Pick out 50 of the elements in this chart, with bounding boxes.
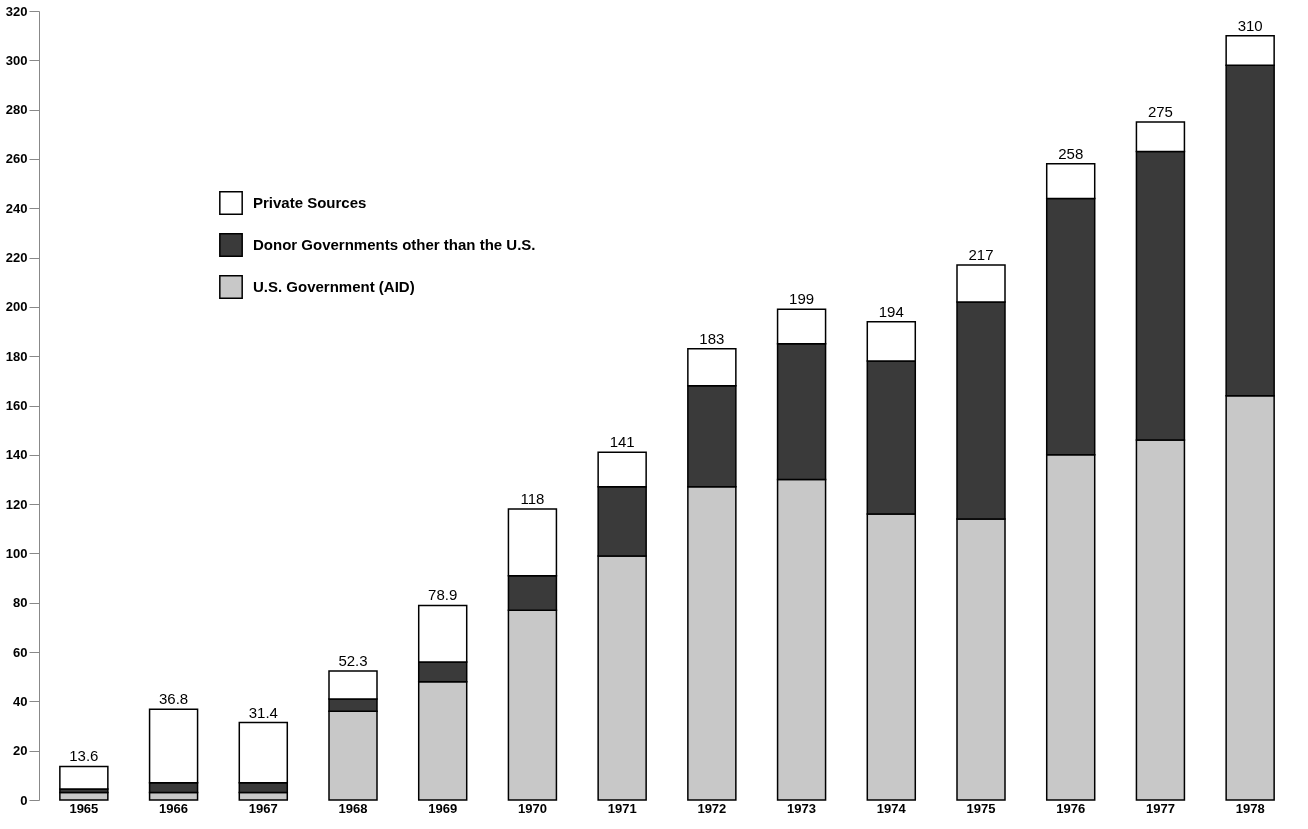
total-label: 194 xyxy=(878,302,904,320)
x-tick-label: 1966 xyxy=(159,800,189,816)
total-label: 217 xyxy=(968,245,994,263)
y-tick-label: 260 xyxy=(5,151,28,167)
total-label: 183 xyxy=(699,329,725,347)
y-tick-label: 180 xyxy=(5,348,28,364)
total-label: 31.4 xyxy=(248,703,278,721)
y-tick-label: 300 xyxy=(5,52,28,68)
y-tick-label: 240 xyxy=(5,200,28,216)
x-tick-label: 1969 xyxy=(428,800,458,816)
y-tick-label: 140 xyxy=(5,447,28,463)
y-tick-label: 200 xyxy=(5,299,28,315)
x-tick-label: 1975 xyxy=(966,800,996,816)
total-label: 13.6 xyxy=(69,747,99,765)
total-label: 36.8 xyxy=(158,690,189,708)
x-tick-label: 1972 xyxy=(697,800,727,816)
total-label: 78.9 xyxy=(428,586,458,604)
y-tick-label: 60 xyxy=(13,644,28,660)
x-tick-label: 1967 xyxy=(248,800,278,816)
x-tick-label: 1968 xyxy=(338,800,368,816)
x-tick-label: 1970 xyxy=(517,800,547,816)
y-tick-label: 280 xyxy=(5,102,28,118)
y-tick-label: 80 xyxy=(13,595,28,611)
y-tick-label: 220 xyxy=(5,250,28,266)
x-tick-label: 1978 xyxy=(1235,800,1265,816)
y-tick-label: 0 xyxy=(20,792,28,808)
total-label: 141 xyxy=(609,433,635,451)
total-label: 275 xyxy=(1147,102,1173,120)
legend-label: Private Sources xyxy=(253,194,367,211)
x-tick-label: 1971 xyxy=(607,800,637,816)
y-tick-label: 20 xyxy=(13,743,28,759)
x-tick-label: 1965 xyxy=(69,800,99,816)
bar xyxy=(59,791,109,801)
y-tick-label: 160 xyxy=(5,398,28,413)
total-label: 310 xyxy=(1237,16,1263,34)
total-label: 52.3 xyxy=(338,652,368,670)
y-tick-label: 100 xyxy=(5,545,28,561)
y-tick-label: 120 xyxy=(5,496,28,512)
total-label: 258 xyxy=(1058,144,1084,162)
x-tick-label: 1973 xyxy=(787,800,817,816)
y-tick-label: 40 xyxy=(13,693,28,709)
legend-label: U.S. Government (AID) xyxy=(253,278,415,295)
x-tick-label: 1976 xyxy=(1056,800,1086,816)
x-tick-label: 1977 xyxy=(1145,800,1175,816)
bar xyxy=(59,765,109,790)
y-tick-label: 320 xyxy=(5,3,28,19)
x-tick-label: 1974 xyxy=(876,800,907,816)
total-label: 199 xyxy=(789,290,815,308)
legend-label: Donor Governments other than the U.S. xyxy=(253,236,536,253)
total-label: 118 xyxy=(520,490,545,508)
